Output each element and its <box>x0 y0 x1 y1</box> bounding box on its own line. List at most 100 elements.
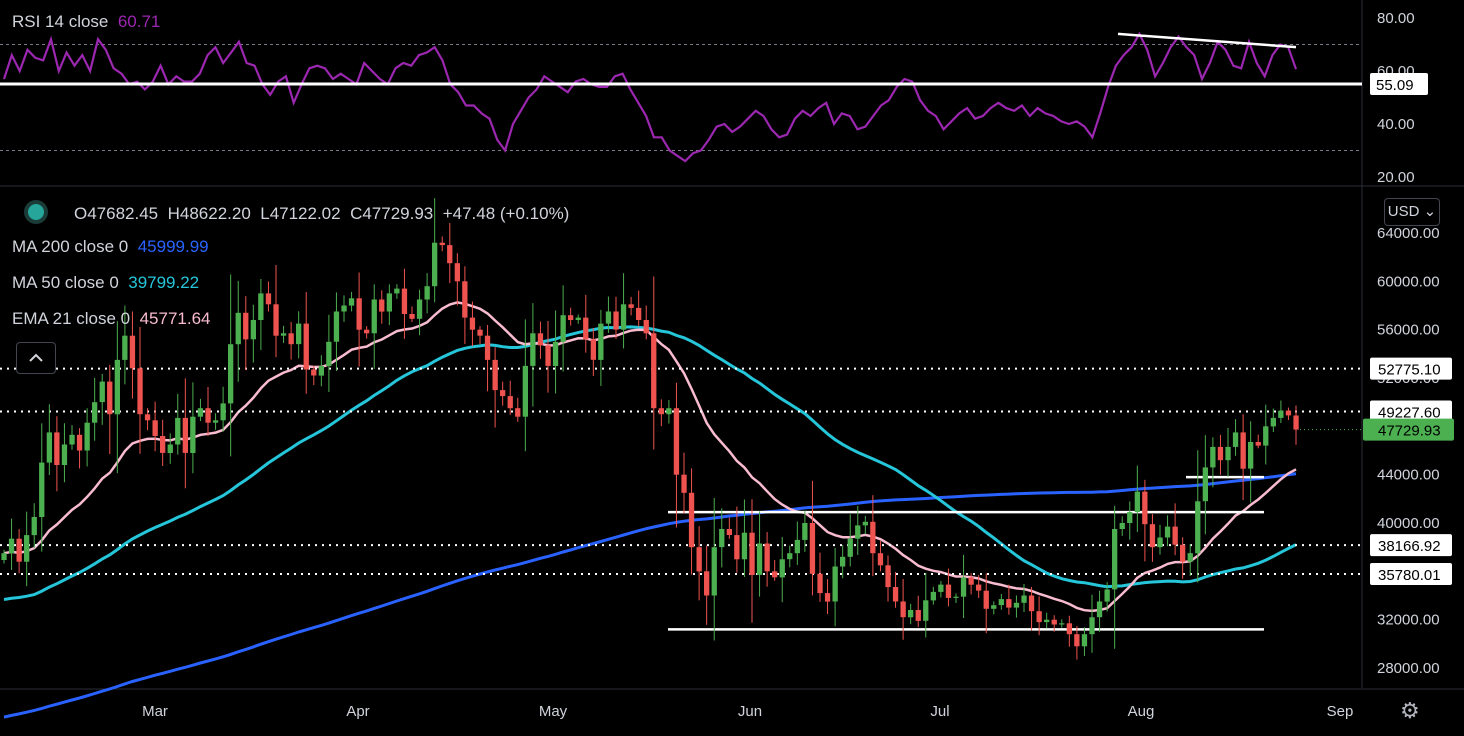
candle <box>1172 526 1178 545</box>
price-y-tick-label: 32000.00 <box>1377 612 1440 629</box>
candle <box>1028 595 1035 612</box>
price-level-label: 38166.92 <box>1378 538 1441 555</box>
candle <box>583 317 589 340</box>
candle <box>228 344 234 404</box>
rsi-trendline <box>1117 32 1297 49</box>
ma200-legend-value: 45999.99 <box>137 237 209 256</box>
candle <box>258 293 264 320</box>
candle <box>477 329 483 336</box>
rsi-y-tick-label: 80.00 <box>1377 10 1415 27</box>
candle <box>46 432 52 463</box>
price-level-tag <box>1370 562 1452 585</box>
high-value: H48622.20 <box>167 204 251 223</box>
low-value: L47122.02 <box>260 204 341 223</box>
ma200-line <box>3 472 1297 719</box>
candle <box>500 390 506 397</box>
change-value: +47.48 (+0.10%) <box>442 204 570 223</box>
candle <box>394 288 400 294</box>
rsi-legend-value: 60.71 <box>117 12 161 31</box>
candle <box>764 543 770 572</box>
candle <box>1021 595 1027 603</box>
candle <box>575 317 581 320</box>
ma50-legend[interactable]: MA 50 close 0 39799.22 <box>12 273 199 293</box>
candle <box>938 584 944 592</box>
candle <box>160 436 166 453</box>
candle <box>1240 432 1246 469</box>
close-value: C47729.93 <box>350 204 434 223</box>
candle <box>1066 623 1072 635</box>
candle <box>1036 611 1042 623</box>
candle <box>1210 446 1216 468</box>
rsi-level-tag <box>1370 73 1428 96</box>
candle <box>1164 526 1171 538</box>
candle <box>779 559 785 578</box>
candle <box>681 474 687 493</box>
candle <box>1142 491 1148 525</box>
candle <box>1263 426 1269 446</box>
collapse-legend-button[interactable] <box>16 342 56 374</box>
rsi-y-tick-label: 40.00 <box>1377 116 1415 133</box>
candle <box>552 341 559 366</box>
candle <box>1081 634 1088 647</box>
candle <box>840 556 846 567</box>
candle <box>719 529 725 548</box>
currency-select[interactable]: USD ⌄ <box>1384 198 1440 226</box>
candle <box>976 584 982 591</box>
candle <box>537 333 544 346</box>
candle <box>756 543 763 575</box>
candle <box>930 591 936 601</box>
candle <box>303 323 309 370</box>
ema21-line <box>3 301 1297 613</box>
candle <box>129 335 136 369</box>
candle <box>1157 537 1163 548</box>
candle <box>1180 544 1186 562</box>
candle <box>424 286 430 300</box>
candle <box>122 335 128 360</box>
candle <box>998 599 1004 606</box>
candle <box>673 408 680 475</box>
price-y-tick-label: 40000.00 <box>1377 515 1440 532</box>
candle <box>855 525 861 539</box>
candle <box>39 462 45 517</box>
ema21-legend-value: 45771.64 <box>139 309 211 328</box>
candle <box>439 242 445 246</box>
candle <box>1104 589 1110 602</box>
gear-icon[interactable]: ⚙ <box>1400 698 1420 723</box>
price-level-label: 35780.01 <box>1378 567 1441 584</box>
candle <box>348 298 355 306</box>
candle <box>92 402 98 423</box>
candle <box>605 311 612 324</box>
candle <box>333 311 340 342</box>
candle <box>1270 417 1276 427</box>
candle <box>749 532 755 575</box>
candle <box>802 523 808 540</box>
candle <box>61 444 68 465</box>
candle <box>1293 415 1299 430</box>
candle <box>515 408 521 417</box>
ma200-legend[interactable]: MA 200 close 0 45999.99 <box>12 237 209 257</box>
candle <box>318 365 324 376</box>
rsi-legend: RSI 14 close 60.71 <box>12 12 160 32</box>
candle <box>469 317 476 330</box>
candle <box>530 333 536 366</box>
candle <box>197 408 204 417</box>
candle <box>175 417 181 445</box>
price-level-label: 52775.10 <box>1378 362 1441 379</box>
candle <box>1217 446 1224 461</box>
rsi-line <box>2 31 1298 163</box>
candle <box>1089 617 1095 635</box>
price-y-tick-label: 44000.00 <box>1377 467 1440 484</box>
candle <box>522 365 528 417</box>
candle <box>167 444 173 453</box>
candle <box>1127 512 1133 523</box>
candle <box>84 422 90 451</box>
candle <box>620 304 627 330</box>
candle <box>711 547 717 596</box>
chevron-up-icon <box>29 353 43 362</box>
ema21-legend[interactable]: EMA 21 close 0 45771.64 <box>12 309 210 329</box>
candle <box>651 333 657 409</box>
candle <box>76 434 83 451</box>
candle <box>696 547 702 572</box>
candle <box>1013 602 1020 608</box>
